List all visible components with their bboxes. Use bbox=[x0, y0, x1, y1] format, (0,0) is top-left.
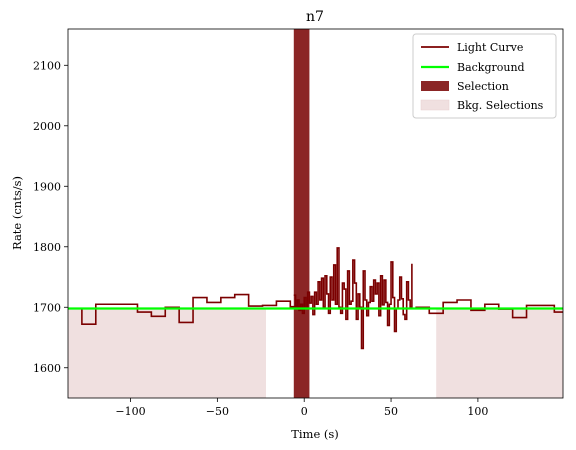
legend-label-light-curve: Light Curve bbox=[457, 41, 523, 54]
chart-title: n7 bbox=[306, 9, 324, 25]
legend-label-background: Background bbox=[457, 61, 525, 74]
bkg-selection-region bbox=[436, 308, 563, 398]
y-tick-label: 2000 bbox=[33, 120, 61, 133]
y-axis: 1600 1700 1800 1900 2000 2100 bbox=[33, 59, 68, 375]
legend-label-bkg-selections: Bkg. Selections bbox=[457, 99, 544, 112]
light-curve-layer bbox=[68, 247, 563, 350]
bkg-selection-layer bbox=[68, 308, 563, 398]
plot-frame bbox=[67, 28, 564, 399]
legend-swatch-bkg-selections bbox=[420, 99, 450, 111]
y-tick-label: 1600 bbox=[33, 362, 61, 375]
x-tick-label: 0 bbox=[301, 405, 308, 418]
legend-swatch-selection bbox=[421, 81, 449, 91]
y-axis-label: Rate (cnts/s) bbox=[10, 176, 24, 250]
y-tick-label: 1800 bbox=[33, 241, 61, 254]
legend: Light Curve Background Selection Bkg. Se… bbox=[412, 33, 557, 119]
selection-layer bbox=[293, 29, 310, 398]
x-axis-label: Time (s) bbox=[291, 427, 339, 441]
y-tick-label: 1700 bbox=[33, 301, 61, 314]
light-curve-fine bbox=[293, 247, 413, 350]
x-tick-label: −100 bbox=[115, 405, 145, 418]
x-tick-label: −50 bbox=[206, 405, 229, 418]
selection-region bbox=[293, 29, 310, 398]
bkg-selection-region bbox=[68, 308, 266, 398]
legend-box bbox=[412, 33, 557, 119]
x-tick-label: 100 bbox=[467, 405, 488, 418]
plot-area bbox=[68, 29, 563, 398]
x-tick-label: 50 bbox=[384, 405, 398, 418]
legend-label-selection: Selection bbox=[457, 80, 509, 93]
light-curve-coarse bbox=[68, 293, 563, 325]
y-tick-label: 2100 bbox=[33, 59, 61, 72]
y-tick-label: 1900 bbox=[33, 180, 61, 193]
x-axis: −100 −50 0 50 100 bbox=[115, 398, 488, 418]
